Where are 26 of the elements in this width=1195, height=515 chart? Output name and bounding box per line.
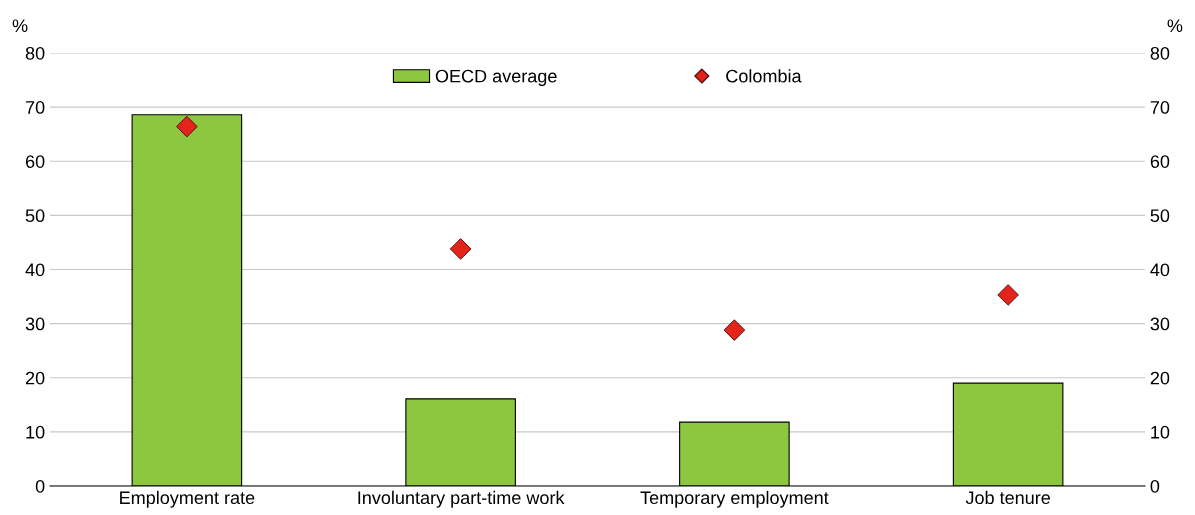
y-tick-label: 70: [25, 101, 45, 114]
y-tick-label: 20: [25, 371, 45, 385]
y-tick-label: 80: [25, 46, 45, 60]
y-tick-label: 60: [25, 155, 45, 168]
y2-tick-label: 70: [1150, 101, 1170, 114]
y2-tick-label: 10: [1151, 425, 1170, 439]
y2-tick-label: 40: [1150, 263, 1170, 277]
y-tick-label: 40: [25, 263, 45, 277]
y-tick-label: 10: [26, 425, 45, 439]
y2-tick-label: 20: [1150, 371, 1170, 385]
legend-label: OECD average: [435, 69, 557, 87]
y2-axis-title: %: [1167, 19, 1183, 33]
x-tick-label: Employment rate: [120, 490, 255, 508]
x-tick-label: Involuntary part-time work: [358, 490, 565, 508]
legend-label: Colombia: [726, 69, 802, 83]
y-axis-title: %: [12, 19, 28, 33]
y2-tick-label: 60: [1150, 155, 1170, 168]
y-tick-label: 0: [35, 479, 45, 493]
y2-tick-label: 80: [1150, 46, 1170, 60]
y2-tick-label: 0: [1150, 479, 1160, 493]
y2-tick-label: 30: [1150, 317, 1170, 331]
y-tick-label: 30: [25, 317, 45, 331]
x-tick-label: Job tenure: [965, 490, 1050, 505]
y2-tick-label: 50: [1150, 209, 1170, 223]
x-tick-label: Temporary employment: [640, 490, 829, 508]
y-tick-label: 50: [25, 209, 45, 223]
